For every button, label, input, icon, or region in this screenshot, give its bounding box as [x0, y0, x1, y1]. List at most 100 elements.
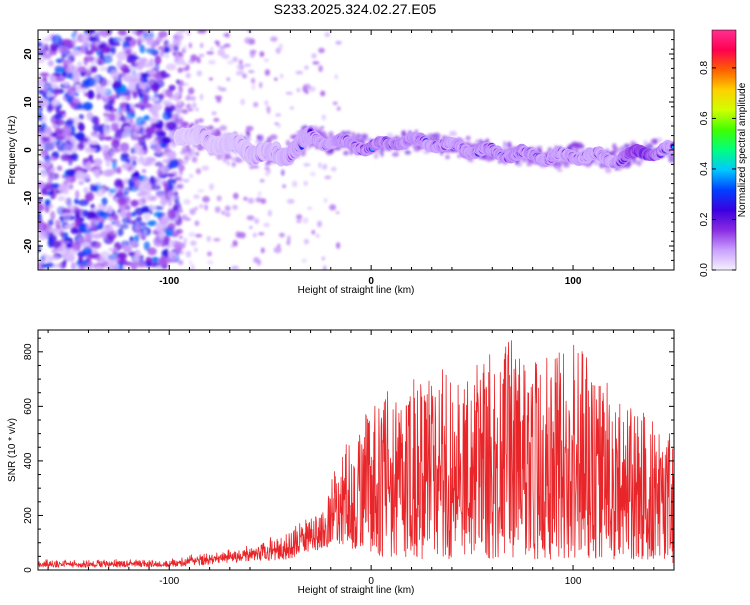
noise-blob: [78, 180, 85, 186]
noise-blob: [62, 59, 72, 65]
noise-blob: [178, 261, 184, 266]
noise-blob: [163, 53, 170, 59]
noise-blob: [244, 63, 252, 67]
noise-blob: [306, 206, 313, 210]
noise-blob: [204, 204, 208, 211]
noise-blob: [210, 47, 214, 51]
noise-blob: [103, 136, 113, 141]
noise-blob: [98, 125, 105, 134]
noise-blob: [168, 159, 179, 169]
noise-blob: [71, 262, 76, 270]
noise-blob: [185, 250, 192, 258]
noise-blob: [160, 165, 170, 174]
noise-blob: [114, 187, 123, 192]
noise-blob: [273, 246, 282, 254]
noise-blob: [149, 97, 160, 102]
noise-blob: [263, 222, 270, 228]
noise-blob: [224, 205, 231, 212]
noise-blob: [302, 217, 309, 224]
noise-blob: [55, 136, 65, 141]
noise-blob: [191, 156, 198, 163]
noise-blob: [177, 80, 184, 87]
noise-blob: [122, 67, 131, 74]
noise-blob: [70, 137, 76, 144]
noise-blob: [47, 175, 53, 183]
halo-blob: [413, 145, 421, 153]
noise-blob: [46, 103, 53, 113]
noise-blob: [238, 59, 243, 65]
noise-blob: [131, 177, 140, 182]
noise-blob: [44, 205, 50, 213]
noise-blob: [112, 81, 123, 90]
noise-blob: [226, 160, 231, 166]
noise-blob: [49, 74, 57, 84]
noise-blob: [255, 197, 262, 203]
noise-blob: [235, 231, 241, 239]
noise-blob: [223, 43, 231, 48]
noise-blob: [295, 70, 304, 75]
noise-blob: [155, 223, 163, 232]
noise-blob: [96, 51, 102, 57]
snr-xlabel: Height of straight line (km): [298, 585, 415, 596]
noise-blob: [38, 160, 45, 168]
noise-blob: [155, 190, 167, 199]
noise-blob: [202, 196, 210, 203]
noise-blob: [162, 136, 172, 144]
noise-blob: [186, 94, 191, 99]
noise-blob: [310, 171, 316, 177]
noise-blob: [91, 220, 96, 230]
noise-blob: [51, 99, 61, 106]
noise-blob: [185, 64, 190, 70]
noise-blob: [206, 51, 215, 55]
noise-blob: [132, 159, 138, 167]
noise-blob: [85, 33, 90, 40]
noise-blob: [90, 43, 97, 52]
noise-blob: [125, 49, 132, 55]
noise-blob: [102, 45, 111, 54]
noise-blob: [145, 126, 156, 135]
noise-blob: [38, 203, 44, 212]
noise-blob: [139, 126, 144, 136]
noise-blob: [114, 112, 120, 120]
noise-blob: [70, 227, 78, 235]
noise-blob: [226, 77, 230, 82]
halo-blob: [604, 167, 612, 174]
noise-blob: [267, 209, 272, 217]
noise-blob: [160, 73, 171, 78]
noise-blob: [45, 136, 51, 143]
noise-blob: [195, 108, 199, 112]
noise-blob: [282, 184, 286, 189]
noise-blob: [138, 82, 150, 90]
noise-blob: [104, 144, 109, 149]
noise-blob: [195, 168, 201, 175]
noise-blob: [128, 55, 140, 61]
noise-blob: [139, 221, 147, 228]
noise-blob: [78, 199, 89, 206]
noise-blob: [177, 207, 182, 213]
noise-blob: [211, 111, 217, 116]
noise-blob: [83, 92, 89, 97]
noise-blob: [110, 46, 116, 55]
noise-blob: [139, 44, 146, 54]
noise-blob: [59, 231, 64, 237]
halo-blob: [195, 152, 200, 156]
noise-blob: [335, 211, 340, 215]
halo-blob: [194, 119, 199, 125]
noise-blob: [150, 117, 158, 123]
noise-blob: [96, 209, 106, 217]
noise-blob: [58, 183, 66, 194]
noise-blob: [86, 161, 93, 170]
noise-blob: [172, 37, 180, 47]
noise-blob: [148, 79, 157, 88]
noise-blob: [56, 165, 63, 171]
noise-blobs: [38, 30, 342, 270]
noise-blob: [114, 219, 121, 228]
noise-blob: [78, 123, 85, 132]
noise-blob: [167, 198, 173, 207]
noise-blob: [329, 204, 337, 211]
noise-blob: [104, 116, 110, 124]
noise-blob: [51, 193, 57, 199]
x-tick-label: -100: [159, 576, 179, 587]
